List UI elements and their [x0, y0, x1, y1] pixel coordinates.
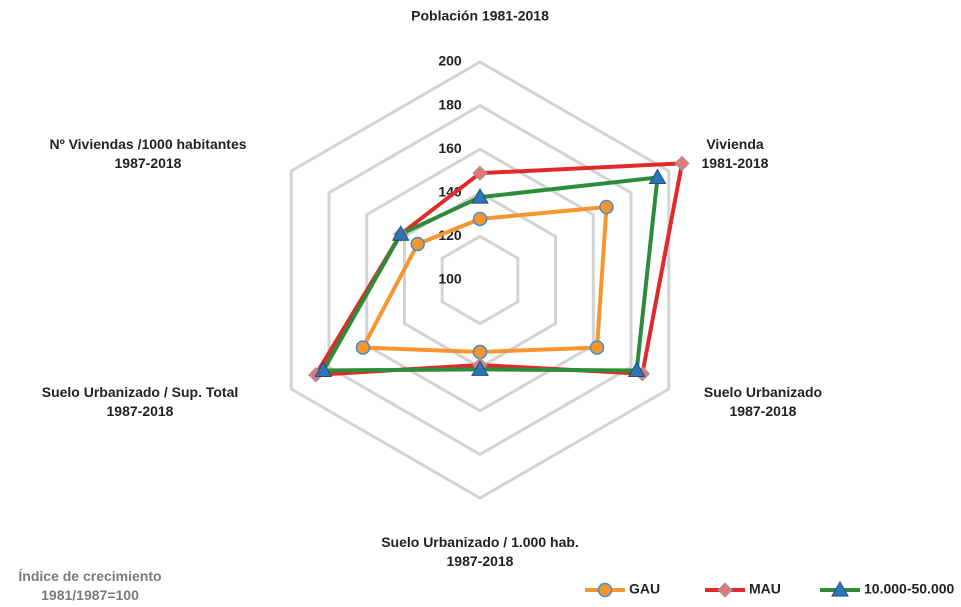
marker [314, 361, 333, 377]
marker [471, 360, 489, 376]
legend-label: MAU [749, 581, 781, 597]
r-tick-label: 120 [438, 227, 462, 243]
r-tick-label: 180 [438, 96, 462, 112]
axis-label: Nº Viviendas /1000 habitantes 1987-2018 [49, 136, 246, 171]
legend-label: GAU [629, 581, 660, 597]
axis-label: Población 1981-2018 [411, 8, 549, 24]
marker [674, 155, 690, 172]
axis-label: Suelo Urbanizado / 1.000 hab. 1987-2018 [381, 534, 579, 569]
marker [472, 211, 488, 227]
marker [648, 168, 667, 185]
legend-marker [597, 582, 613, 598]
grid-ring [327, 103, 633, 457]
marker [410, 236, 425, 252]
marker [391, 225, 410, 241]
legend-marker [831, 580, 849, 597]
marker [471, 188, 489, 204]
axis-label: Suelo Urbanizado / Sup. Total 1987-2018 [42, 384, 239, 419]
r-tick-label: 160 [438, 140, 462, 156]
axis-label: Suelo Urbanizado 1987-2018 [704, 384, 822, 419]
marker [355, 340, 371, 355]
marker [472, 165, 488, 181]
r-tick-label: 140 [438, 184, 462, 200]
annotation: Índice de crecimiento 1981/1987=100 [18, 568, 161, 603]
marker [627, 361, 646, 377]
grid-ring [440, 234, 520, 326]
r-tick-label: 100 [438, 271, 462, 287]
marker [472, 344, 488, 360]
axis-label: Vivienda 1981-2018 [702, 136, 769, 171]
marker [589, 340, 605, 355]
legend-marker [717, 582, 733, 598]
marker [599, 199, 614, 215]
grid-ring [289, 60, 671, 500]
legend-label: 10.000-50.000 [864, 581, 955, 597]
grid-ring [365, 147, 595, 413]
r-tick-label: 200 [438, 53, 462, 69]
